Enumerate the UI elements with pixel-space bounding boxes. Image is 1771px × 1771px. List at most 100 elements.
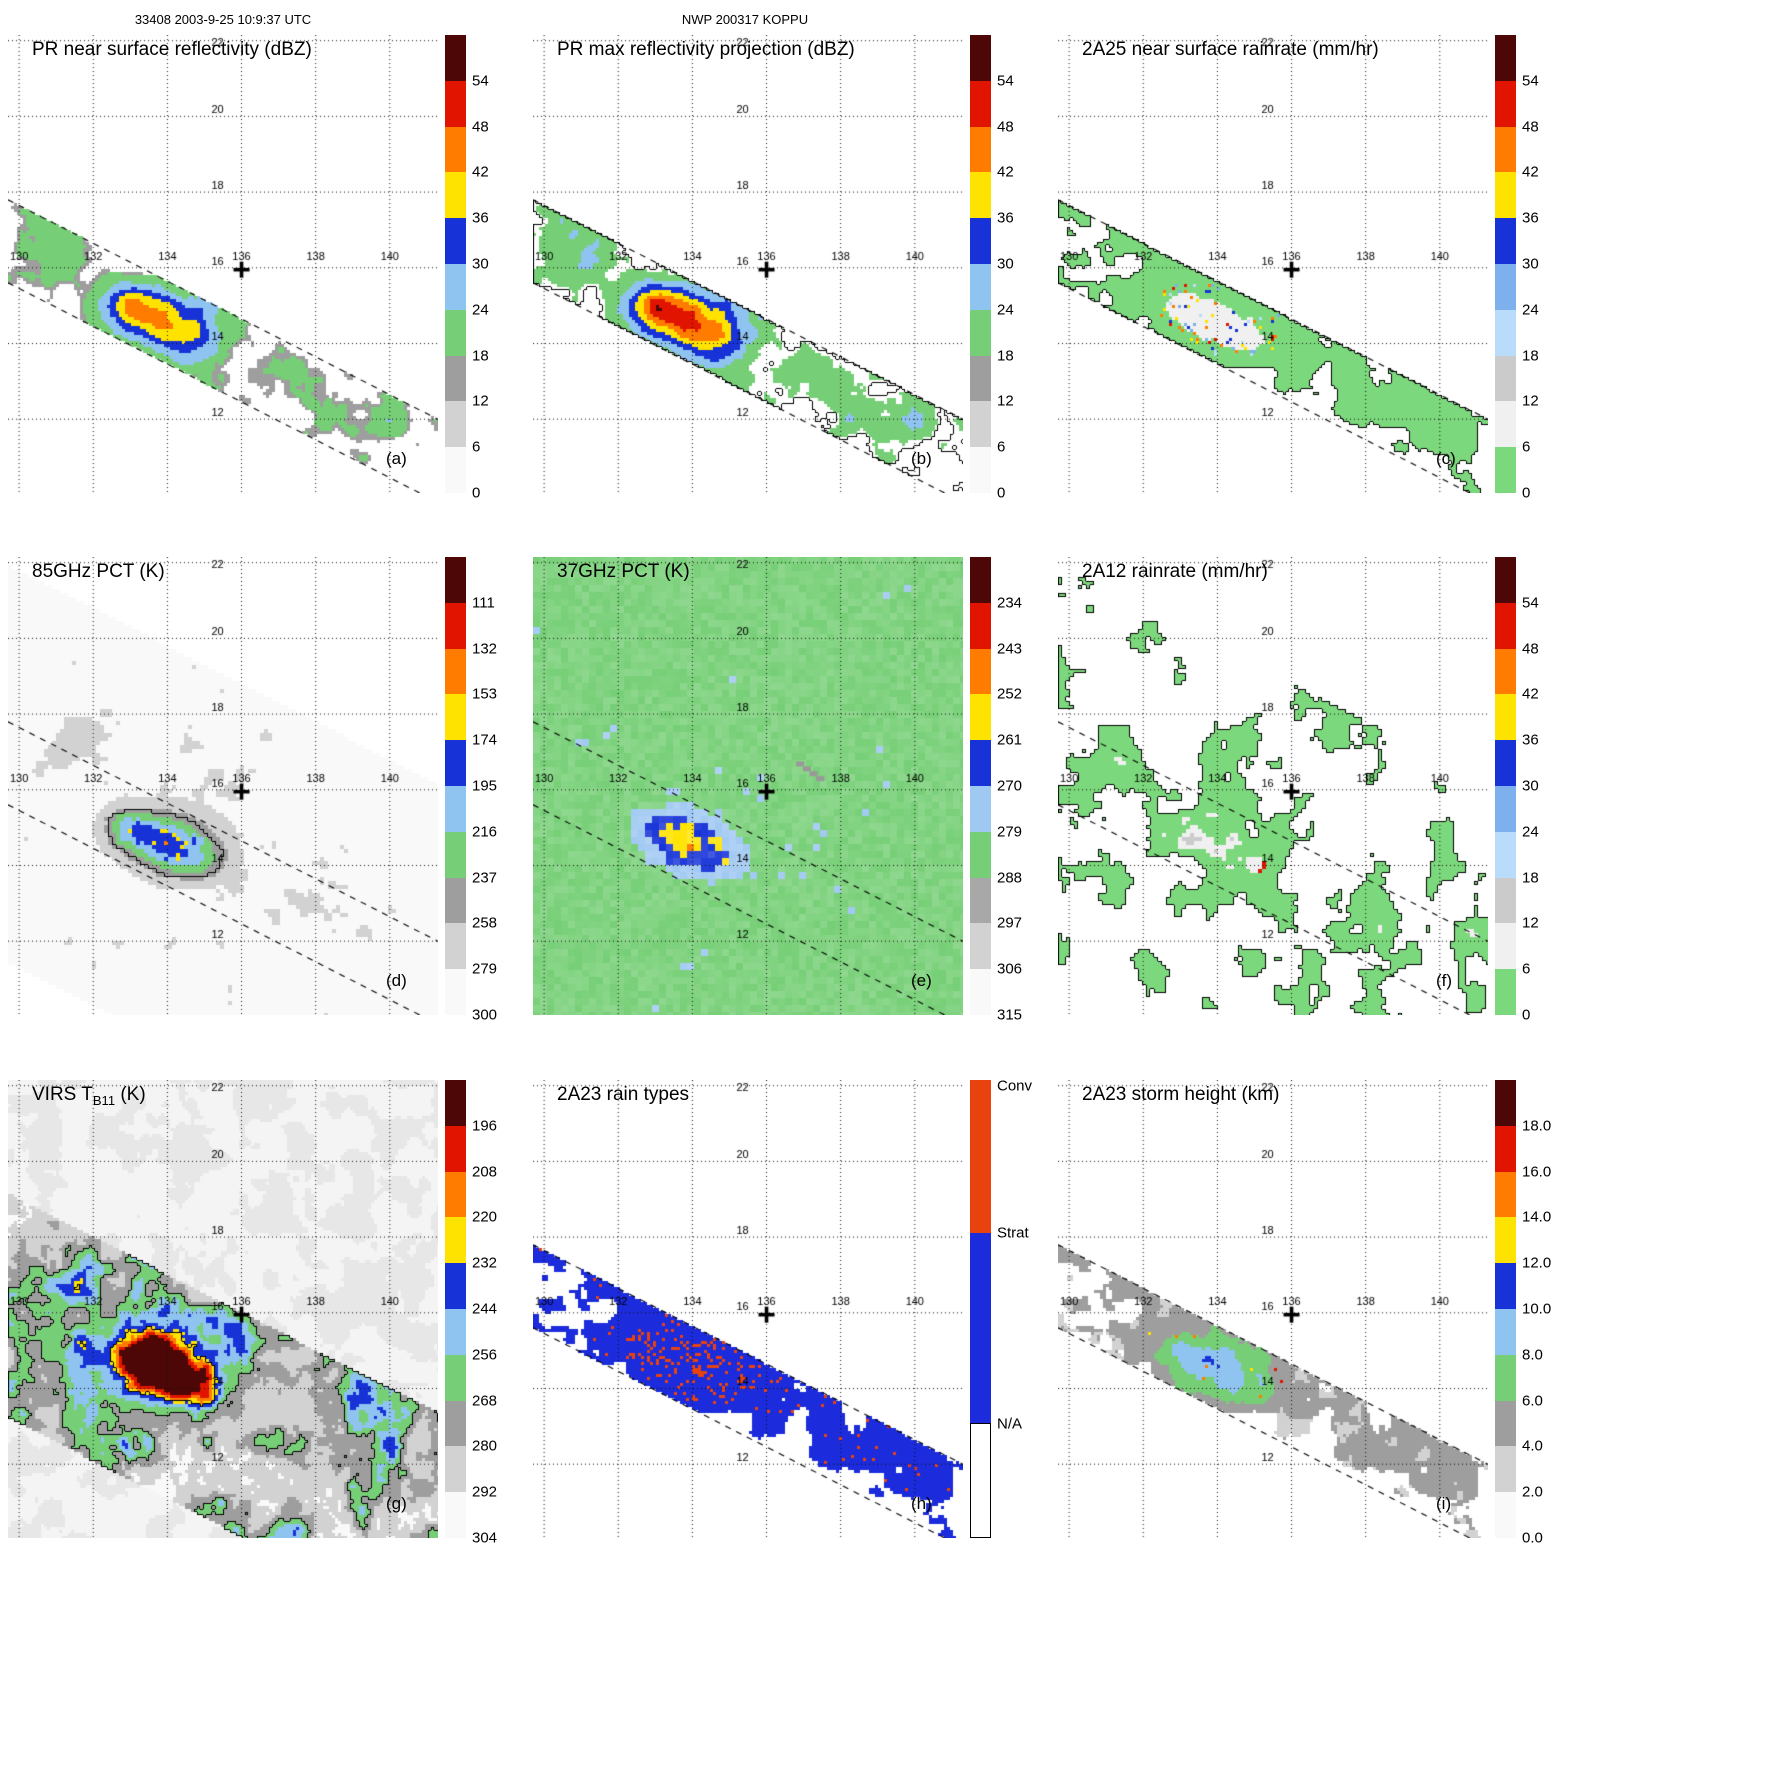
colorbar-segment bbox=[445, 923, 466, 970]
panel-title: PR max reflectivity projection (dBZ) bbox=[557, 39, 855, 63]
colorbar-label: 6 bbox=[997, 438, 1006, 456]
colorbar-label: 48 bbox=[472, 118, 489, 136]
colorbar-segment bbox=[970, 263, 991, 310]
map-panel-c: 2A25 near surface rainrate (mm/hr) (c) 5… bbox=[1058, 35, 1583, 557]
map-canvas-d bbox=[8, 557, 438, 1015]
map-canvas-c bbox=[1058, 35, 1488, 493]
panel-title: PR near surface reflectivity (dBZ) bbox=[32, 39, 312, 63]
colorbar-label: 279 bbox=[472, 960, 498, 978]
colorbar-label: 12 bbox=[1522, 392, 1539, 410]
colorbar-segment bbox=[970, 648, 991, 695]
colorbar-segment bbox=[1495, 969, 1516, 1015]
colorbar-segment bbox=[445, 1171, 466, 1218]
colorbar-label: 42 bbox=[1522, 685, 1539, 703]
colorbar-label: 0 bbox=[1522, 484, 1531, 502]
map-panel-i: 2A23 storm height (km) (i) 18.0 16.0 14.0 1… bbox=[1058, 1080, 1583, 1602]
panel-title-text: 2A12 rainrate (mm/hr) bbox=[1082, 561, 1268, 582]
colorbar-label: 12.0 bbox=[1522, 1254, 1552, 1272]
panel-title-text: 2A23 storm height (km) bbox=[1082, 1084, 1280, 1105]
colorbar-label: 0 bbox=[472, 484, 481, 502]
colorbar-label: 24 bbox=[997, 301, 1014, 319]
colorbar-label: 30 bbox=[1522, 255, 1539, 273]
colorbar-segment bbox=[445, 1308, 466, 1355]
colorbar-segment bbox=[445, 648, 466, 695]
colorbar-segment bbox=[1495, 694, 1516, 741]
colorbar-segment bbox=[1495, 1400, 1516, 1447]
colorbar-label: 0.0 bbox=[1522, 1529, 1543, 1547]
colorbar-segment bbox=[445, 694, 466, 741]
storm-title: NWP 200317 KOPPU bbox=[681, 12, 809, 27]
colorbar bbox=[1495, 35, 1516, 493]
colorbar-segment bbox=[970, 126, 991, 173]
colorbar-segment-strat bbox=[970, 1233, 991, 1424]
colorbar-segment bbox=[445, 401, 466, 448]
colorbar-label: 4.0 bbox=[1522, 1437, 1543, 1455]
colorbar-segment bbox=[970, 831, 991, 878]
colorbar-label: 196 bbox=[472, 1117, 498, 1135]
colorbar-label: 0 bbox=[997, 484, 1006, 502]
colorbar-label: 12 bbox=[997, 392, 1014, 410]
map-panel-f: 2A12 rainrate (mm/hr) (f) 54 48 42 36 30 24 18… bbox=[1058, 557, 1583, 1079]
colorbar-label: 18.0 bbox=[1522, 1117, 1552, 1135]
colorbar-label: 315 bbox=[997, 1006, 1023, 1024]
colorbar-segment bbox=[445, 1080, 466, 1126]
panel-title-text: PR max reflectivity projection (dBZ) bbox=[557, 39, 855, 60]
colorbar bbox=[445, 557, 466, 1015]
colorbar-segment bbox=[970, 740, 991, 786]
map-area: 2A23 rain types (h) bbox=[533, 1080, 963, 1538]
colorbar-segment bbox=[970, 355, 991, 402]
colorbar-segment bbox=[970, 401, 991, 448]
colorbar-label: 18 bbox=[1522, 347, 1539, 365]
panel-letter: (h) bbox=[911, 1494, 932, 1513]
colorbar-segment bbox=[445, 1354, 466, 1401]
colorbar-label: 24 bbox=[1522, 301, 1539, 319]
map-area: 37GHz PCT (K) (e) bbox=[533, 557, 963, 1015]
map-panel-a: PR near surface reflectivity (dBZ) (a) 5… bbox=[8, 35, 533, 557]
colorbar-label: 42 bbox=[472, 163, 489, 181]
colorbar-label: 36 bbox=[472, 209, 489, 227]
colorbar-label: 10.0 bbox=[1522, 1300, 1552, 1318]
colorbar-segment bbox=[1495, 1125, 1516, 1172]
map-canvas-h bbox=[533, 1080, 963, 1538]
colorbar-label: 195 bbox=[472, 777, 498, 795]
colorbar-label: 270 bbox=[997, 777, 1023, 795]
colorbar-label: 54 bbox=[997, 72, 1014, 90]
colorbar-label: 288 bbox=[997, 869, 1023, 887]
colorbar-label: 16.0 bbox=[1522, 1163, 1552, 1181]
colorbar-label: 280 bbox=[472, 1437, 498, 1455]
colorbar-segment bbox=[970, 218, 991, 264]
colorbar-segment bbox=[445, 602, 466, 649]
panel-title-text: VIRS T bbox=[32, 1084, 93, 1105]
colorbar-label: 279 bbox=[997, 823, 1023, 841]
panel-letter: (i) bbox=[1436, 1494, 1452, 1513]
panel-title-subscript: B11 bbox=[92, 1092, 116, 1108]
colorbar-label: 48 bbox=[1522, 640, 1539, 658]
colorbar-segment bbox=[970, 80, 991, 127]
panel-title: 2A12 rainrate (mm/hr) bbox=[1082, 561, 1268, 585]
map-panel-b: PR max reflectivity projection (dBZ) (b)… bbox=[533, 35, 1058, 557]
map-panel-h: 2A23 rain types (h) Conv Strat N/A bbox=[533, 1078, 1058, 1602]
colorbar-segment bbox=[445, 309, 466, 356]
colorbar-label: 234 bbox=[997, 594, 1023, 612]
colorbar-segment bbox=[970, 969, 991, 1015]
panel-letter: (f) bbox=[1436, 971, 1453, 990]
colorbar-segment bbox=[1495, 172, 1516, 219]
map-canvas-e bbox=[533, 557, 963, 1015]
colorbar-segment bbox=[1495, 602, 1516, 649]
colorbar-label: 306 bbox=[997, 960, 1023, 978]
panel-title-text: 85GHz PCT (K) bbox=[32, 561, 165, 582]
map-canvas-f bbox=[1058, 557, 1488, 1015]
colorbar-label: 304 bbox=[472, 1529, 498, 1547]
colorbar-segment bbox=[1495, 80, 1516, 127]
colorbar-label: N/A bbox=[997, 1415, 1023, 1432]
panel-title-text: 2A23 rain types bbox=[557, 1084, 690, 1105]
colorbar-label: 12 bbox=[472, 392, 489, 410]
colorbar-label: 14.0 bbox=[1522, 1208, 1552, 1226]
colorbar-segment bbox=[1495, 877, 1516, 924]
colorbar-label: 48 bbox=[1522, 118, 1539, 136]
colorbar-segment bbox=[445, 218, 466, 264]
colorbar-label: 54 bbox=[472, 72, 489, 90]
colorbar-label: 42 bbox=[997, 163, 1014, 181]
colorbar-label: 30 bbox=[472, 255, 489, 273]
panel-letter: (d) bbox=[386, 971, 407, 990]
